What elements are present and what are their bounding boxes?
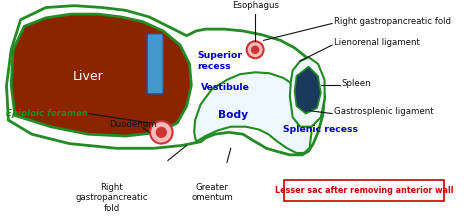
Text: Lienorenal ligament: Lienorenal ligament (334, 38, 420, 47)
Polygon shape (290, 57, 325, 127)
FancyBboxPatch shape (284, 180, 444, 201)
Text: Liver: Liver (73, 69, 103, 82)
Text: Greater
omentum: Greater omentum (191, 183, 233, 202)
Circle shape (251, 46, 259, 54)
Text: Lesser sac after removing anterior wall: Lesser sac after removing anterior wall (275, 186, 453, 195)
Polygon shape (194, 72, 311, 153)
Text: Body: Body (218, 110, 247, 120)
Polygon shape (11, 14, 191, 136)
Text: Esophagus: Esophagus (232, 1, 279, 10)
Circle shape (246, 41, 264, 58)
FancyBboxPatch shape (147, 34, 163, 94)
Text: Duodenum: Duodenum (109, 120, 156, 129)
Text: Epiploic foramen: Epiploic foramen (6, 109, 87, 118)
Text: Right
gastropancreatic
fold: Right gastropancreatic fold (75, 183, 148, 213)
Text: Gastrosplenic ligament: Gastrosplenic ligament (334, 107, 434, 116)
Text: Splenic recess: Splenic recess (283, 125, 358, 134)
Circle shape (155, 127, 167, 138)
Text: Superior
recess: Superior recess (197, 51, 242, 71)
Polygon shape (294, 67, 321, 113)
Circle shape (150, 121, 173, 144)
Text: Spleen: Spleen (341, 79, 371, 88)
Text: Vestibule: Vestibule (201, 83, 250, 92)
Text: Right gastropancreatic fold: Right gastropancreatic fold (334, 17, 451, 26)
